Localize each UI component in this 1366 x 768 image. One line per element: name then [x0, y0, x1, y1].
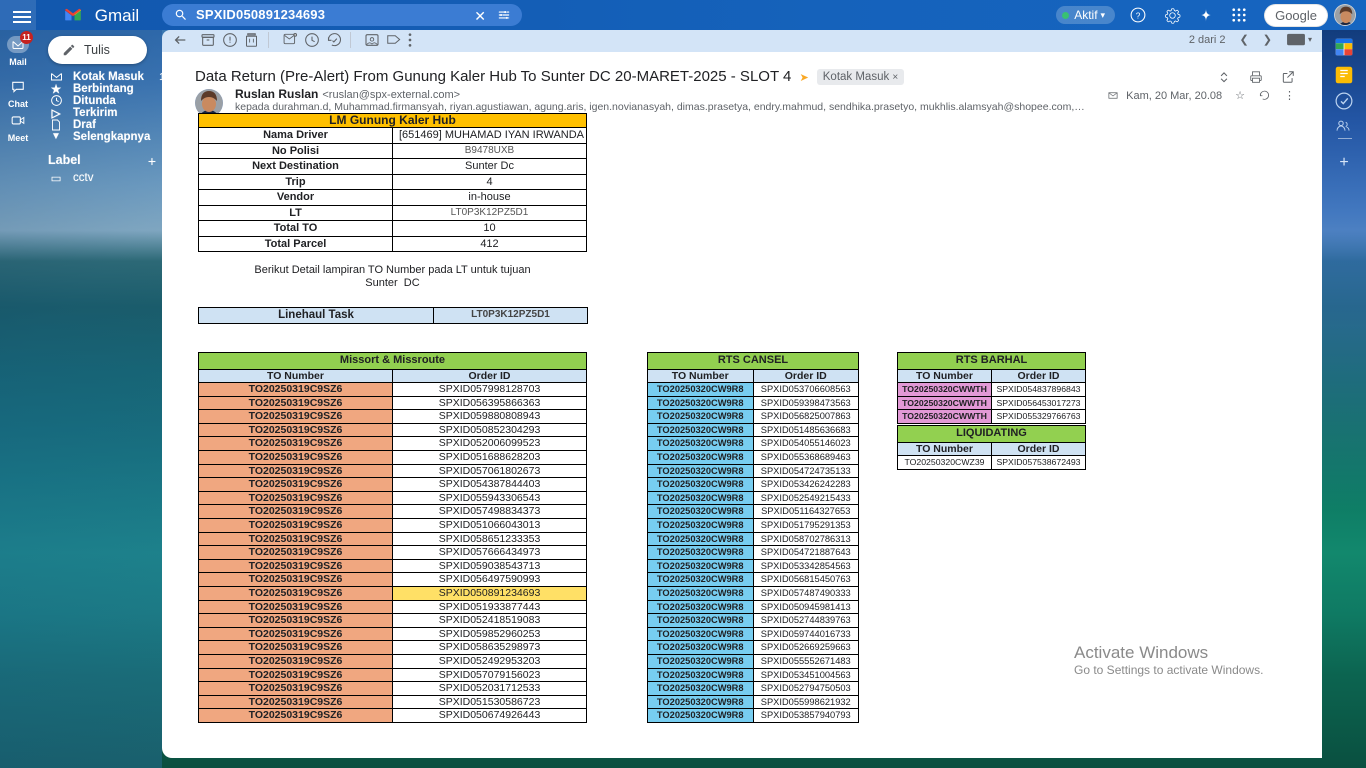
svg-text:?: ?	[1136, 11, 1141, 20]
